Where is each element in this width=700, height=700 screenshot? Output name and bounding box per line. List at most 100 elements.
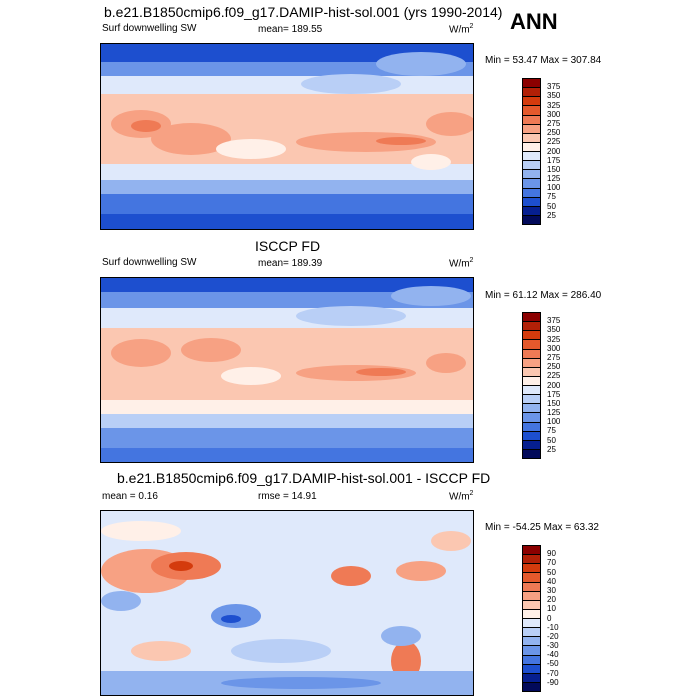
colorbar-swatch [523,331,540,341]
panel-3-map [100,510,474,696]
colorbar-tick-label: 75 [547,426,556,436]
colorbar-tick-label: 10 [547,604,556,614]
colorbar-swatch [523,682,540,691]
colorbar-tick-label: -40 [547,650,559,660]
panel-3-units: W/m2 [449,490,474,503]
colorbar-swatch [523,152,540,162]
colorbar-swatch [523,555,540,565]
colorbar-tick-label: 350 [547,325,561,335]
colorbar-tick-label: 40 [547,576,556,586]
panel-3-minmax: Min = -54.25 Max = 63.32 [485,522,599,533]
colorbar-tick-label: 250 [547,128,561,138]
colorbar-tick-label: 175 [547,389,561,399]
colorbar-tick-label: 90 [547,549,556,559]
colorbar-swatch [523,206,540,216]
panel-3-contour-field [101,511,473,695]
colorbar-tick-label: 350 [547,91,561,101]
panel-2-mean-label: mean= 189.39 [258,258,323,269]
colorbar-tick-label: 50 [547,201,556,211]
panel-2-variable-label: Surf downwelling SW [102,257,197,268]
colorbar-tick-label: 70 [547,558,556,568]
colorbar-tick-label: -90 [547,677,559,687]
colorbar-tick-label: -50 [547,659,559,669]
colorbar-swatch [523,215,540,224]
colorbar-swatch [523,404,540,414]
season-label: ANN [510,9,558,34]
colorbar-swatch [523,564,540,574]
colorbar-swatch [523,170,540,180]
colorbar-tick-label: 75 [547,192,556,202]
colorbar-swatch [523,440,540,450]
colorbar-swatch [523,340,540,350]
colorbar-swatch [523,628,540,638]
panel-1-variable-label: Surf downwelling SW [102,23,197,34]
colorbar-swatch [523,449,540,458]
colorbar-swatch [523,88,540,98]
colorbar-swatch [523,188,540,198]
colorbar-tick-label: 200 [547,380,561,390]
colorbar-tick-label: 125 [547,174,561,184]
colorbar-swatch [523,573,540,583]
colorbar-swatch [523,358,540,368]
colorbar-swatch [523,322,540,332]
colorbar-swatch [523,349,540,359]
colorbar-swatch [523,133,540,143]
colorbar-swatch [523,637,540,647]
colorbar-tick-label: 325 [547,334,561,344]
colorbar-tick-label: 175 [547,155,561,165]
colorbar-swatch [523,197,540,207]
colorbar-swatch [523,422,540,432]
panel-2-units: W/m2 [449,257,474,270]
colorbar-tick-label: 100 [547,183,561,193]
colorbar-swatch [523,161,540,171]
colorbar-tick-label: -70 [547,668,559,678]
colorbar-swatch [523,142,540,152]
colorbar-tick-label: 300 [547,343,561,353]
colorbar-swatch [523,106,540,116]
colorbar-swatch [523,600,540,610]
colorbar-tick-label: 25 [547,210,556,220]
panel-3-colorbar [522,545,541,692]
colorbar-swatch [523,582,540,592]
panel-1-map [100,43,474,230]
colorbar-swatch [523,646,540,656]
colorbar-swatch [523,413,540,423]
colorbar-tick-label: 200 [547,146,561,156]
colorbar-swatch [523,664,540,674]
colorbar-swatch [523,367,540,377]
colorbar-swatch [523,79,540,89]
panel-1-colorbar [522,78,541,225]
panel-2-contour-field [101,278,473,462]
colorbar-swatch [523,124,540,134]
panel-1-minmax: Min = 53.47 Max = 307.84 [485,55,602,66]
colorbar-tick-label: 30 [547,585,556,595]
colorbar-tick-label: 125 [547,408,561,418]
colorbar-tick-label: 150 [547,398,561,408]
panel-2-title: ISCCP FD [255,238,321,254]
panel-2-colorbar [522,312,541,459]
colorbar-tick-label: 225 [547,137,561,147]
colorbar-tick-label: -20 [547,631,559,641]
colorbar-swatch [523,376,540,386]
colorbar-tick-label: 300 [547,109,561,119]
colorbar-tick-label: 250 [547,362,561,372]
colorbar-tick-label: 50 [547,567,556,577]
panel-2-map [100,277,474,463]
colorbar-tick-label: 50 [547,435,556,445]
colorbar-tick-label: 275 [547,118,561,128]
colorbar-swatch [523,431,540,441]
colorbar-swatch [523,97,540,107]
colorbar-tick-label: 0 [547,613,552,623]
colorbar-swatch [523,386,540,396]
colorbar-swatch [523,313,540,323]
colorbar-tick-label: 100 [547,417,561,427]
colorbar-swatch [523,179,540,189]
colorbar-tick-label: 150 [547,164,561,174]
panel-3-title: b.e21.B1850cmip6.f09_g17.DAMIP-hist-sol.… [117,470,491,486]
colorbar-tick-label: -30 [547,641,559,651]
panel-3-mean-label: mean = 0.16 [102,491,158,502]
colorbar-tick-label: 275 [547,352,561,362]
colorbar-tick-label: 25 [547,444,556,454]
colorbar-swatch [523,673,540,683]
panel-1-title: b.e21.B1850cmip6.f09_g17.DAMIP-hist-sol.… [104,4,503,20]
